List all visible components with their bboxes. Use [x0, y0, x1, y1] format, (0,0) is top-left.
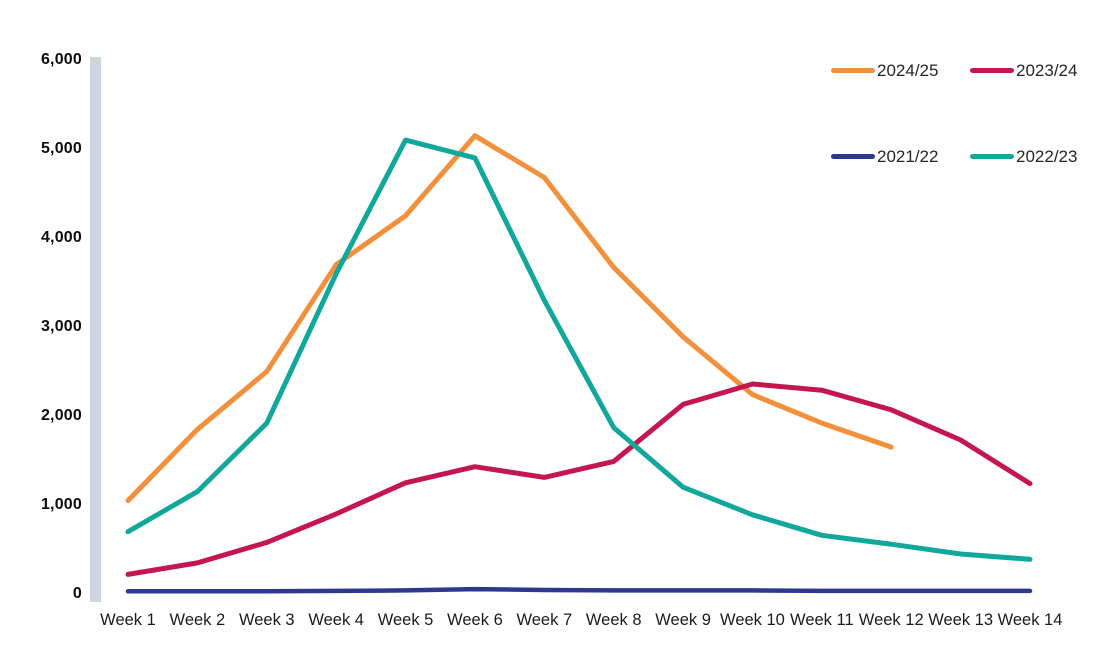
- series-line-2021-22: [125, 586, 1033, 594]
- legend-swatch-icon: [831, 68, 875, 73]
- x-axis-tick-label: Week 13: [928, 611, 994, 629]
- series-line-2024-25: [125, 133, 894, 504]
- y-axis-tick-label: 2,000: [40, 407, 82, 424]
- y-axis-tick-label: 5,000: [40, 140, 82, 157]
- y-axis-tick-label: 1,000: [40, 496, 82, 513]
- x-axis-tick-label: Week 14: [997, 611, 1063, 629]
- legend-label: 2022/23: [1016, 146, 1078, 166]
- x-axis-tick-label: Week 2: [169, 611, 226, 629]
- y-axis-tick-label: 0: [72, 585, 82, 602]
- x-axis-tick-label: Week 10: [720, 611, 785, 629]
- x-axis-tick-label: Week 6: [447, 611, 503, 629]
- legend-item-2024-25: 2024/25: [831, 60, 970, 81]
- y-axis-tick-label: 6,000: [40, 51, 82, 68]
- x-axis-tick-label: Week 11: [790, 611, 854, 629]
- y-axis-tick-label: 4,000: [40, 229, 82, 246]
- legend: 2024/25 2023/24 2021/22 2022/23: [831, 60, 1105, 167]
- legend-label: 2021/22: [877, 146, 939, 166]
- legend-label: 2023/24: [1016, 60, 1078, 80]
- x-axis-tick-label: Week 7: [516, 611, 573, 629]
- legend-item-2022-23: 2022/23: [970, 146, 1105, 167]
- x-axis-tick-label: Week 8: [585, 611, 642, 629]
- x-axis-tick-label: Week 9: [655, 611, 711, 629]
- series-line-2022-23: [125, 137, 1033, 562]
- legend-swatch-icon: [831, 154, 875, 159]
- y-axis-tick-label: 3,000: [40, 318, 82, 335]
- series-line-2023-24: [125, 381, 1033, 577]
- y-axis-bar: [90, 57, 101, 602]
- x-axis-tick-label: Week 1: [100, 611, 156, 629]
- legend-label: 2024/25: [877, 60, 939, 80]
- x-axis-tick-label: Week 12: [858, 611, 924, 629]
- legend-item-2021-22: 2021/22: [831, 146, 970, 167]
- legend-swatch-icon: [970, 68, 1014, 73]
- x-axis-tick-label: Week 4: [308, 611, 364, 629]
- legend-swatch-icon: [970, 154, 1014, 159]
- legend-item-2023-24: 2023/24: [970, 60, 1105, 81]
- x-axis-tick-label: Week 3: [238, 611, 295, 629]
- x-axis-tick-label: Week 5: [377, 611, 434, 629]
